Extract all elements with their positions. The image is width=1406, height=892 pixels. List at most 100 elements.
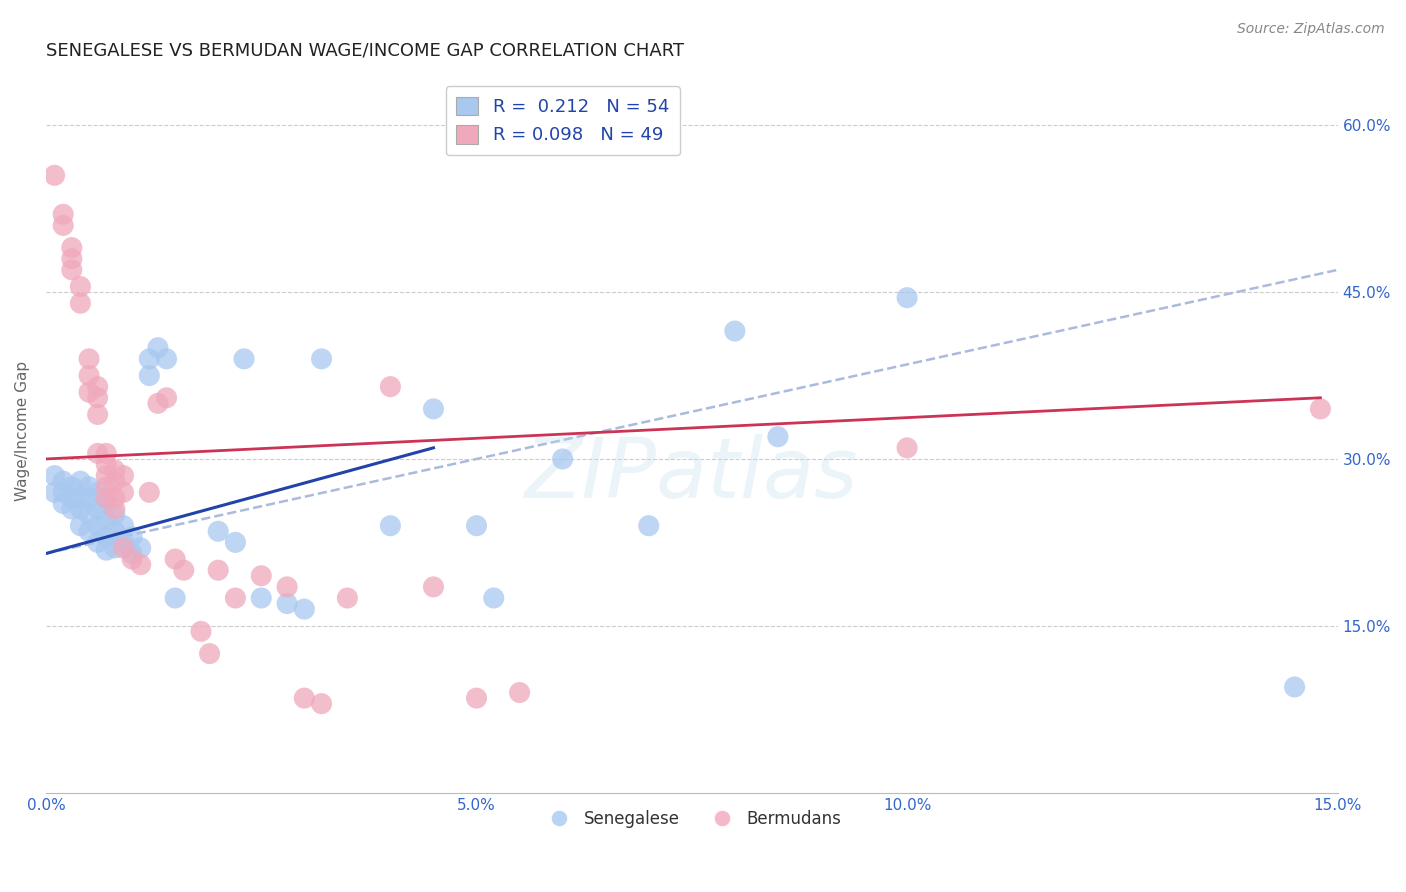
Point <box>637 518 659 533</box>
Point <box>465 518 488 533</box>
Point <box>146 341 169 355</box>
Point <box>77 368 100 383</box>
Point <box>69 502 91 516</box>
Point <box>292 602 315 616</box>
Point <box>77 480 100 494</box>
Point <box>198 647 221 661</box>
Point <box>112 468 135 483</box>
Point <box>224 535 246 549</box>
Point <box>224 591 246 605</box>
Point <box>86 379 108 393</box>
Point <box>165 591 187 605</box>
Point <box>86 408 108 422</box>
Point <box>52 474 75 488</box>
Point <box>104 541 127 555</box>
Point <box>77 351 100 366</box>
Point <box>422 580 444 594</box>
Point <box>155 351 177 366</box>
Point <box>96 468 118 483</box>
Point <box>129 541 152 555</box>
Point <box>311 697 333 711</box>
Point <box>165 552 187 566</box>
Point <box>233 351 256 366</box>
Point <box>112 518 135 533</box>
Point <box>724 324 747 338</box>
Point <box>422 401 444 416</box>
Point <box>104 491 127 505</box>
Point <box>766 430 789 444</box>
Point <box>52 207 75 221</box>
Point <box>104 502 127 516</box>
Point <box>551 452 574 467</box>
Point <box>52 219 75 233</box>
Point <box>60 241 83 255</box>
Point <box>77 524 100 539</box>
Point <box>96 480 118 494</box>
Point <box>60 502 83 516</box>
Point <box>482 591 505 605</box>
Point <box>77 385 100 400</box>
Point <box>96 530 118 544</box>
Text: Source: ZipAtlas.com: Source: ZipAtlas.com <box>1237 22 1385 37</box>
Point <box>52 496 75 510</box>
Point <box>207 563 229 577</box>
Y-axis label: Wage/Income Gap: Wage/Income Gap <box>15 361 30 501</box>
Point <box>86 446 108 460</box>
Point <box>292 691 315 706</box>
Point <box>60 491 83 505</box>
Point <box>190 624 212 639</box>
Point <box>112 485 135 500</box>
Point <box>1309 401 1331 416</box>
Point <box>336 591 359 605</box>
Point <box>104 508 127 522</box>
Point <box>250 591 273 605</box>
Point <box>104 474 127 488</box>
Point <box>112 535 135 549</box>
Point <box>77 491 100 505</box>
Point <box>60 263 83 277</box>
Point <box>69 474 91 488</box>
Point <box>69 296 91 310</box>
Point <box>155 391 177 405</box>
Point <box>60 252 83 266</box>
Point <box>112 541 135 555</box>
Point <box>44 169 66 183</box>
Point <box>96 496 118 510</box>
Point <box>380 379 402 393</box>
Point <box>96 513 118 527</box>
Point <box>86 391 108 405</box>
Point <box>146 396 169 410</box>
Point <box>138 368 160 383</box>
Point <box>129 558 152 572</box>
Point <box>96 458 118 472</box>
Point <box>465 691 488 706</box>
Point <box>311 351 333 366</box>
Point <box>96 543 118 558</box>
Point <box>44 485 66 500</box>
Point <box>173 563 195 577</box>
Point <box>86 485 108 500</box>
Point <box>121 547 143 561</box>
Point <box>77 508 100 522</box>
Text: ZIPatlas: ZIPatlas <box>524 434 859 515</box>
Point <box>896 291 918 305</box>
Point <box>1284 680 1306 694</box>
Point <box>121 552 143 566</box>
Point <box>86 502 108 516</box>
Point <box>138 351 160 366</box>
Point <box>276 580 298 594</box>
Point <box>380 518 402 533</box>
Legend: Senegalese, Bermudans: Senegalese, Bermudans <box>536 804 848 835</box>
Point <box>69 518 91 533</box>
Text: SENEGALESE VS BERMUDAN WAGE/INCOME GAP CORRELATION CHART: SENEGALESE VS BERMUDAN WAGE/INCOME GAP C… <box>46 42 685 60</box>
Point <box>60 480 83 494</box>
Point <box>509 685 531 699</box>
Point <box>207 524 229 539</box>
Point <box>121 530 143 544</box>
Point <box>96 491 118 505</box>
Point <box>52 485 75 500</box>
Point <box>86 535 108 549</box>
Point <box>250 568 273 582</box>
Point <box>69 279 91 293</box>
Point <box>104 524 127 539</box>
